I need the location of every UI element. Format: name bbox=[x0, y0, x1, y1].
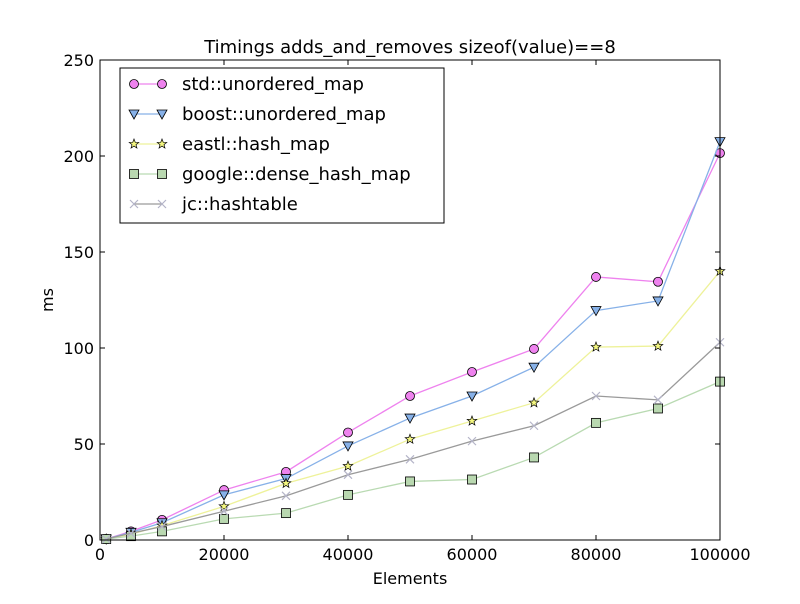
legend-marker-left bbox=[129, 169, 139, 179]
series-line bbox=[106, 341, 721, 540]
legend: std::unordered_mapboost::unordered_mapea… bbox=[119, 67, 445, 224]
x-tick-label: 80000 bbox=[571, 545, 622, 564]
data-point bbox=[652, 296, 664, 307]
legend-marker-right bbox=[157, 199, 167, 209]
y-tick-label: 150 bbox=[63, 243, 94, 262]
data-point bbox=[218, 490, 230, 501]
x-tick-label: 40000 bbox=[323, 545, 374, 564]
series-line bbox=[106, 381, 721, 540]
data-point bbox=[590, 341, 602, 352]
x-tick-label: 100000 bbox=[689, 545, 750, 564]
data-point bbox=[591, 272, 601, 282]
y-tick-label: 100 bbox=[63, 339, 94, 358]
data-point bbox=[405, 391, 415, 401]
x-axis-label: Elements bbox=[373, 569, 448, 588]
legend-entry: google::dense_hash_map bbox=[129, 164, 411, 185]
data-point bbox=[343, 489, 353, 500]
data-point bbox=[126, 528, 136, 538]
legend-entry: std::unordered_map bbox=[129, 74, 364, 95]
series-3 bbox=[100, 265, 726, 544]
data-point bbox=[653, 403, 663, 414]
data-point bbox=[591, 391, 601, 401]
data-point bbox=[405, 476, 415, 487]
y-tick-label: 0 bbox=[84, 531, 94, 550]
data-point bbox=[157, 522, 167, 531]
data-point bbox=[528, 362, 540, 374]
data-point bbox=[218, 500, 230, 512]
y-tick-label: 200 bbox=[63, 147, 94, 166]
data-point bbox=[342, 460, 354, 471]
legend-entry: eastl::hash_map bbox=[128, 134, 330, 155]
plot-frame bbox=[99, 59, 721, 541]
data-point bbox=[219, 506, 229, 516]
legend-marker-left bbox=[129, 199, 139, 209]
legend-marker-left bbox=[129, 79, 139, 89]
data-point bbox=[281, 491, 291, 501]
data-point bbox=[652, 340, 664, 351]
data-point bbox=[528, 396, 540, 408]
chart-title: Timings adds_and_removes sizeof(value)==… bbox=[203, 37, 616, 58]
data-point bbox=[529, 452, 539, 463]
legend-label: google::dense_hash_map bbox=[182, 164, 411, 185]
legend-entry: jc::hashtable bbox=[129, 194, 298, 215]
data-point bbox=[653, 395, 663, 405]
y-tick-label: 50 bbox=[74, 435, 94, 454]
data-point bbox=[157, 526, 167, 537]
data-point bbox=[591, 417, 601, 428]
legend-label: boost::unordered_map bbox=[182, 104, 386, 125]
data-point bbox=[405, 454, 415, 464]
series-line bbox=[106, 152, 721, 540]
data-point bbox=[343, 470, 353, 480]
series-line bbox=[106, 141, 721, 540]
data-point bbox=[280, 477, 292, 489]
legend-entry: boost::unordered_map bbox=[128, 104, 386, 125]
data-point bbox=[467, 367, 477, 377]
data-point bbox=[281, 508, 291, 519]
series-5 bbox=[101, 337, 725, 544]
legend-marker-left bbox=[128, 137, 140, 149]
data-point bbox=[219, 513, 229, 524]
legend-label: std::unordered_map bbox=[182, 74, 364, 95]
y-tick-label: 250 bbox=[63, 51, 94, 70]
x-tick-label: 60000 bbox=[447, 545, 498, 564]
data-point bbox=[342, 441, 354, 452]
data-point bbox=[467, 474, 477, 485]
x-tick-label: 20000 bbox=[199, 545, 250, 564]
legend-marker-left bbox=[128, 109, 140, 120]
data-point bbox=[101, 534, 111, 544]
y-axis-label: ms bbox=[38, 288, 57, 312]
data-point bbox=[467, 436, 477, 446]
data-point bbox=[466, 414, 478, 426]
legend-label: jc::hashtable bbox=[181, 194, 298, 215]
series-line bbox=[106, 270, 721, 540]
x-tick-label: 0 bbox=[95, 545, 105, 564]
data-point bbox=[404, 433, 416, 445]
data-point bbox=[590, 306, 602, 317]
legend-box bbox=[119, 67, 445, 224]
data-point bbox=[529, 344, 539, 354]
legend-marker-right bbox=[156, 109, 168, 120]
data-point bbox=[343, 427, 353, 438]
data-point bbox=[466, 391, 478, 402]
legend-label: eastl::hash_map bbox=[182, 134, 330, 155]
data-point bbox=[126, 531, 136, 542]
series-4 bbox=[101, 376, 725, 544]
data-point bbox=[529, 421, 539, 431]
legend-marker-right bbox=[157, 169, 167, 179]
data-point bbox=[404, 413, 416, 424]
data-point bbox=[653, 276, 663, 287]
legend-marker-right bbox=[156, 137, 168, 149]
legend-marker-right bbox=[157, 79, 167, 89]
axes-layer: 0 20000 40000 60000 80000 100000 0 50 100 150 200 2… bbox=[63, 51, 750, 564]
